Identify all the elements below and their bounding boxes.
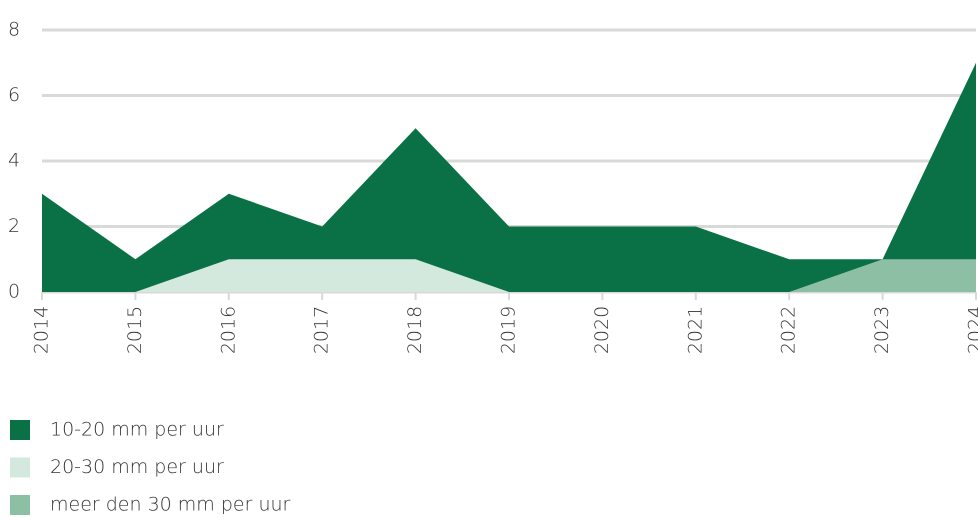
area: [42, 259, 976, 292]
x-tick-label: 2022: [778, 306, 800, 354]
y-tick-label: 6: [8, 84, 20, 106]
x-tick-label: 2014: [31, 306, 53, 354]
x-tick-label: 2019: [498, 306, 520, 354]
x-tick-label: 2021: [684, 306, 706, 354]
y-tick-label: 0: [8, 281, 20, 303]
legend-label: 20-30 mm per uur: [50, 456, 224, 478]
x-tick-label: 2023: [871, 306, 893, 354]
x-tick-label: 2024: [965, 306, 978, 354]
legend-label: meer den 30 mm per uur: [50, 494, 291, 516]
x-tick-label: 2015: [124, 306, 146, 354]
x-tick-label: 2016: [217, 306, 239, 354]
y-tick-label: 4: [8, 150, 20, 172]
x-tick-label: 2020: [591, 306, 613, 354]
legend-swatch: [10, 495, 30, 515]
y-tick-label: 8: [8, 19, 20, 41]
area: [42, 62, 976, 292]
legend-swatch: [10, 420, 30, 440]
x-tick-label: 2017: [311, 306, 333, 354]
area: [42, 259, 976, 292]
x-tick-label: 2018: [404, 306, 426, 354]
legend-swatch: [10, 457, 30, 478]
legend-label: 10-20 mm per uur: [50, 419, 224, 441]
y-tick-label: 2: [8, 215, 20, 237]
